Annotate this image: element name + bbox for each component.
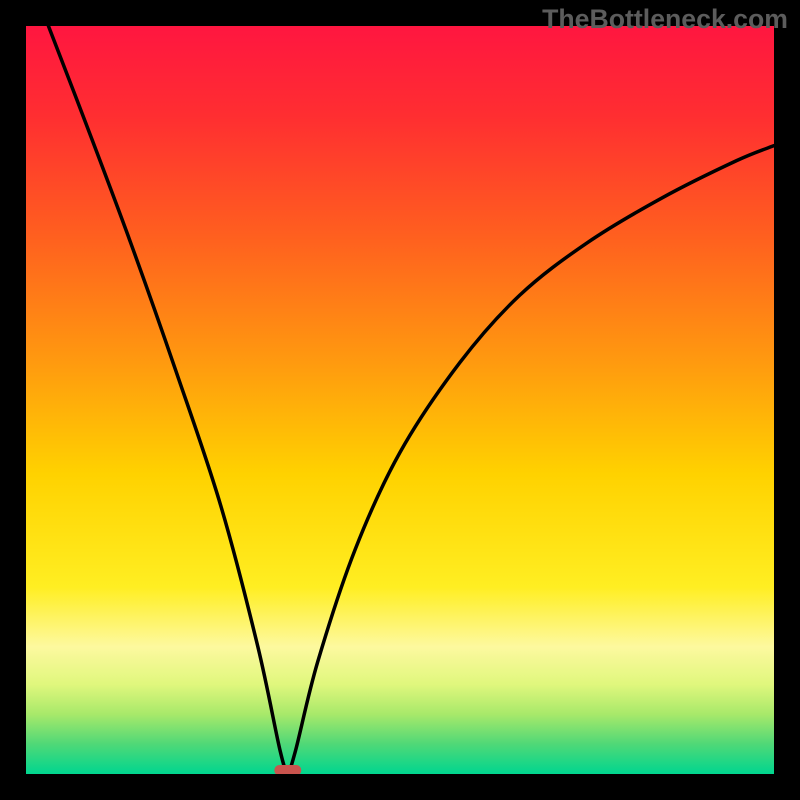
chart-frame bbox=[0, 0, 800, 800]
watermark-text: TheBottleneck.com bbox=[542, 4, 788, 35]
optimum-marker bbox=[274, 765, 301, 775]
chart-background-gradient bbox=[26, 26, 774, 774]
bottleneck-curve-chart bbox=[0, 0, 800, 800]
